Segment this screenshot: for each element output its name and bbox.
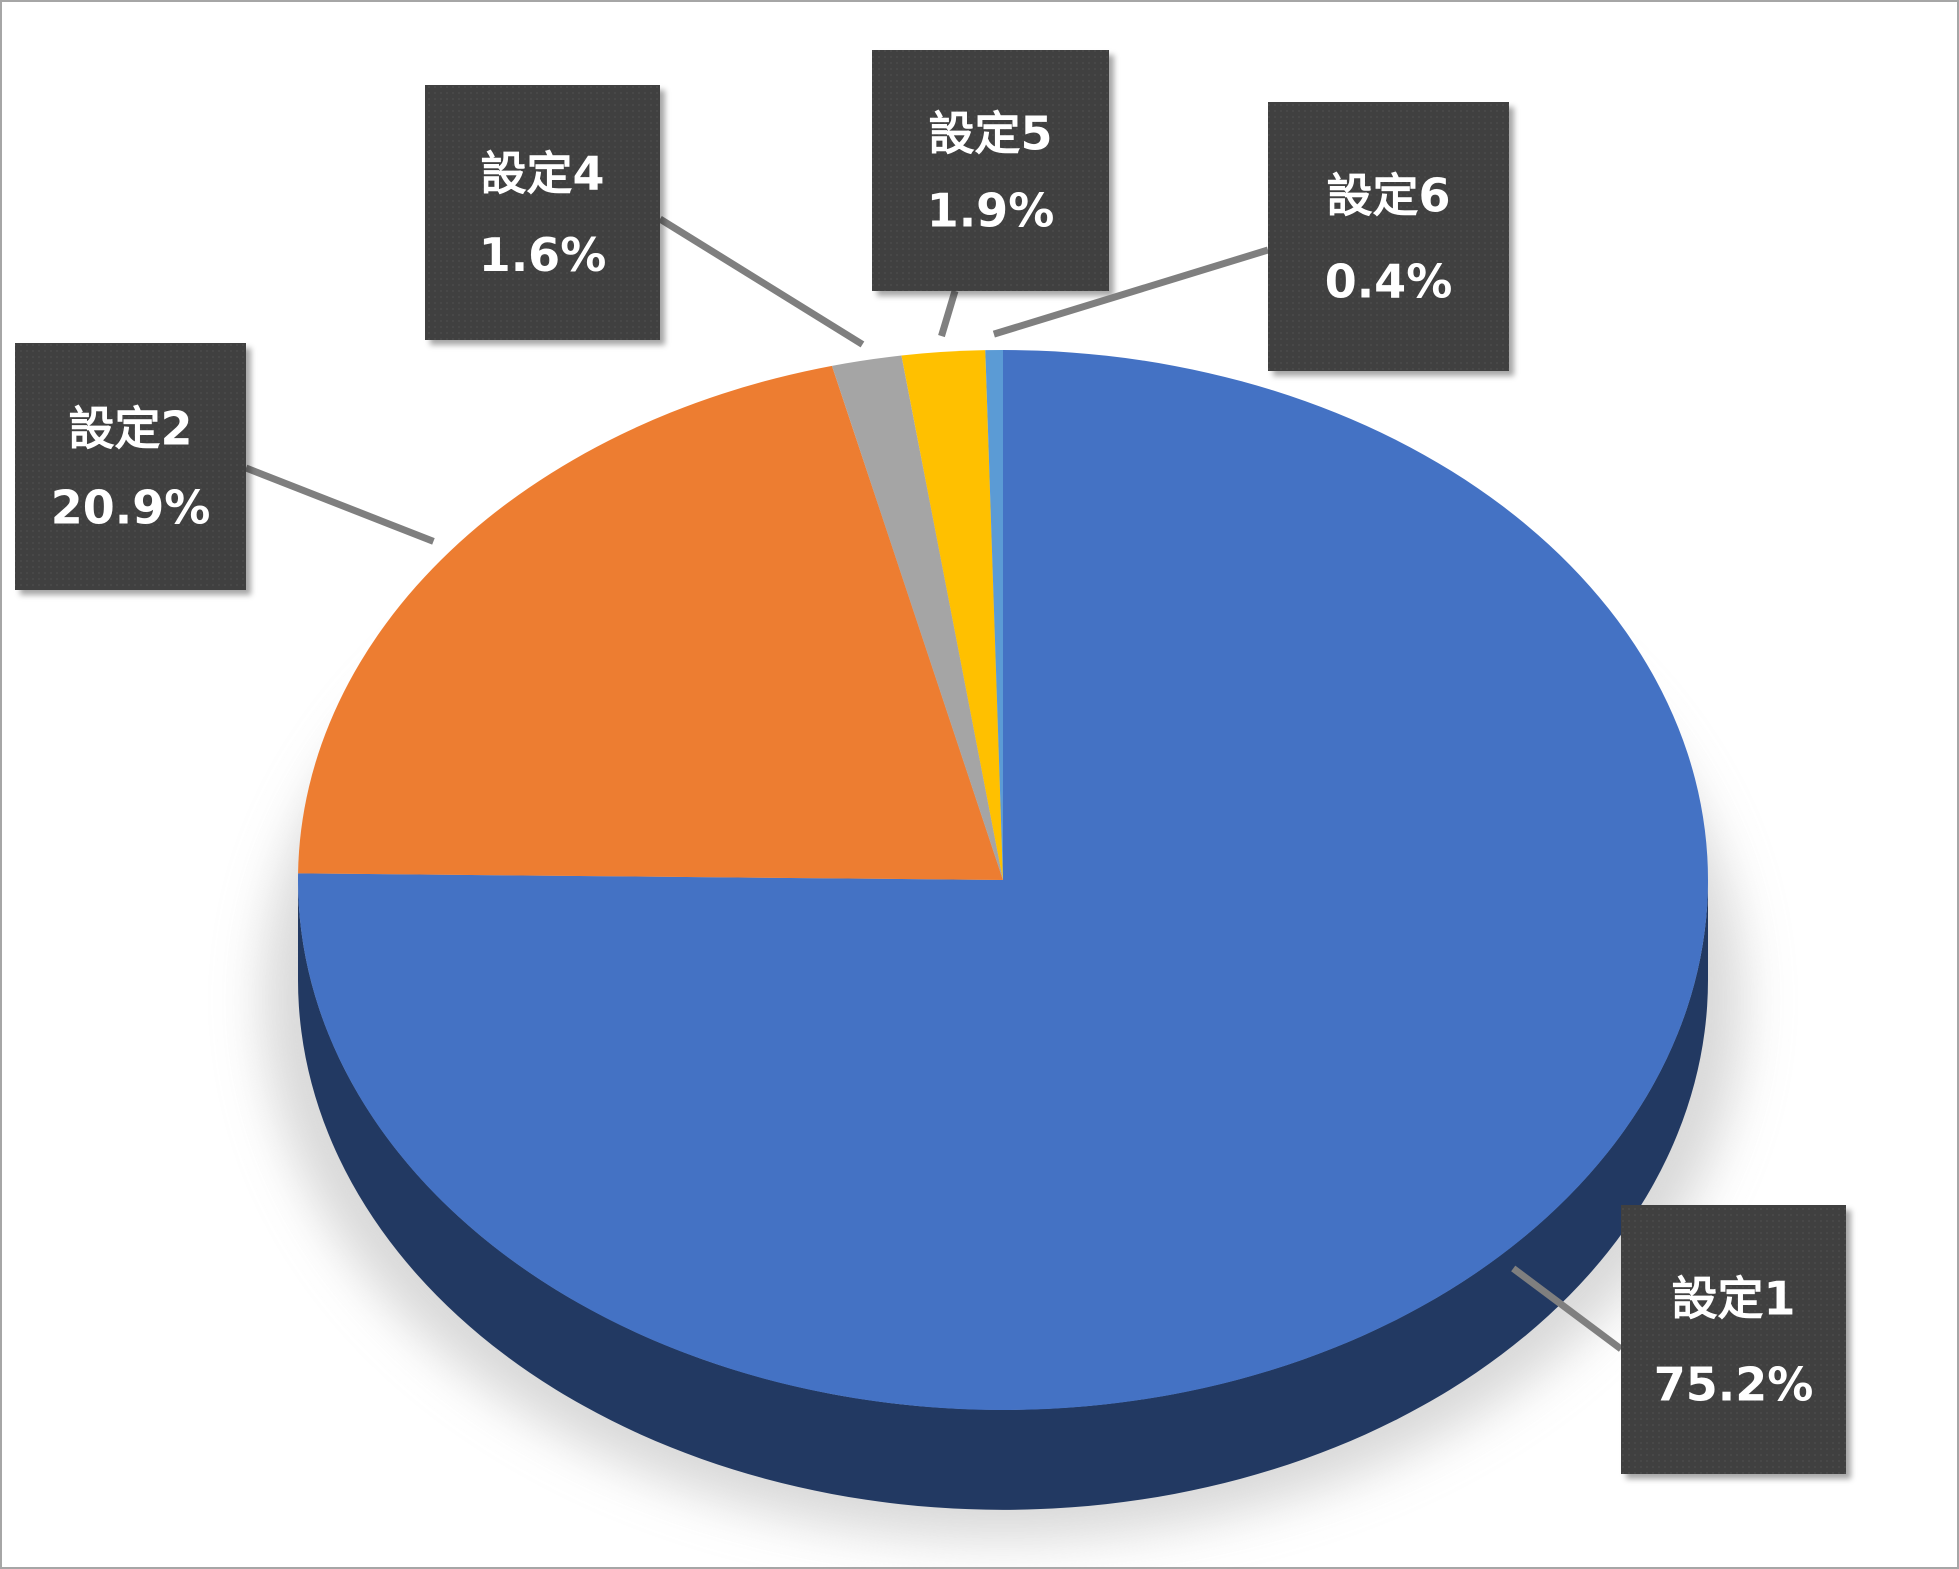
data-label-name: 設定6 bbox=[1326, 168, 1450, 222]
data-label-name: 設定1 bbox=[1671, 1271, 1795, 1325]
data-label-value: 20.9% bbox=[51, 480, 211, 534]
data-label-value: 75.2% bbox=[1654, 1357, 1814, 1411]
data-label-value: 1.9% bbox=[927, 183, 1055, 237]
data-label-name: 設定4 bbox=[480, 146, 604, 200]
leader-line bbox=[938, 289, 959, 338]
data-label-box bbox=[1621, 1205, 1846, 1474]
data-label-box bbox=[1268, 102, 1509, 371]
leader-line bbox=[658, 216, 865, 348]
data-label-value: 0.4% bbox=[1325, 254, 1453, 308]
pie-slice bbox=[831, 355, 1003, 880]
leader-line bbox=[992, 246, 1270, 338]
pie-slice bbox=[901, 350, 1003, 881]
pie-side bbox=[298, 880, 1708, 1510]
pie-slice bbox=[298, 365, 1003, 881]
pie-slice bbox=[985, 350, 1003, 880]
data-label-name: 設定5 bbox=[928, 106, 1052, 160]
data-label-box bbox=[15, 343, 246, 590]
pie-slice bbox=[297, 350, 1708, 1410]
data-label-value: 1.6% bbox=[479, 228, 607, 282]
data-label-box bbox=[872, 50, 1109, 291]
leader-line bbox=[244, 464, 435, 545]
data-label-name: 設定2 bbox=[68, 401, 192, 455]
data-label-box bbox=[425, 85, 660, 340]
leader-line bbox=[1511, 1265, 1624, 1352]
